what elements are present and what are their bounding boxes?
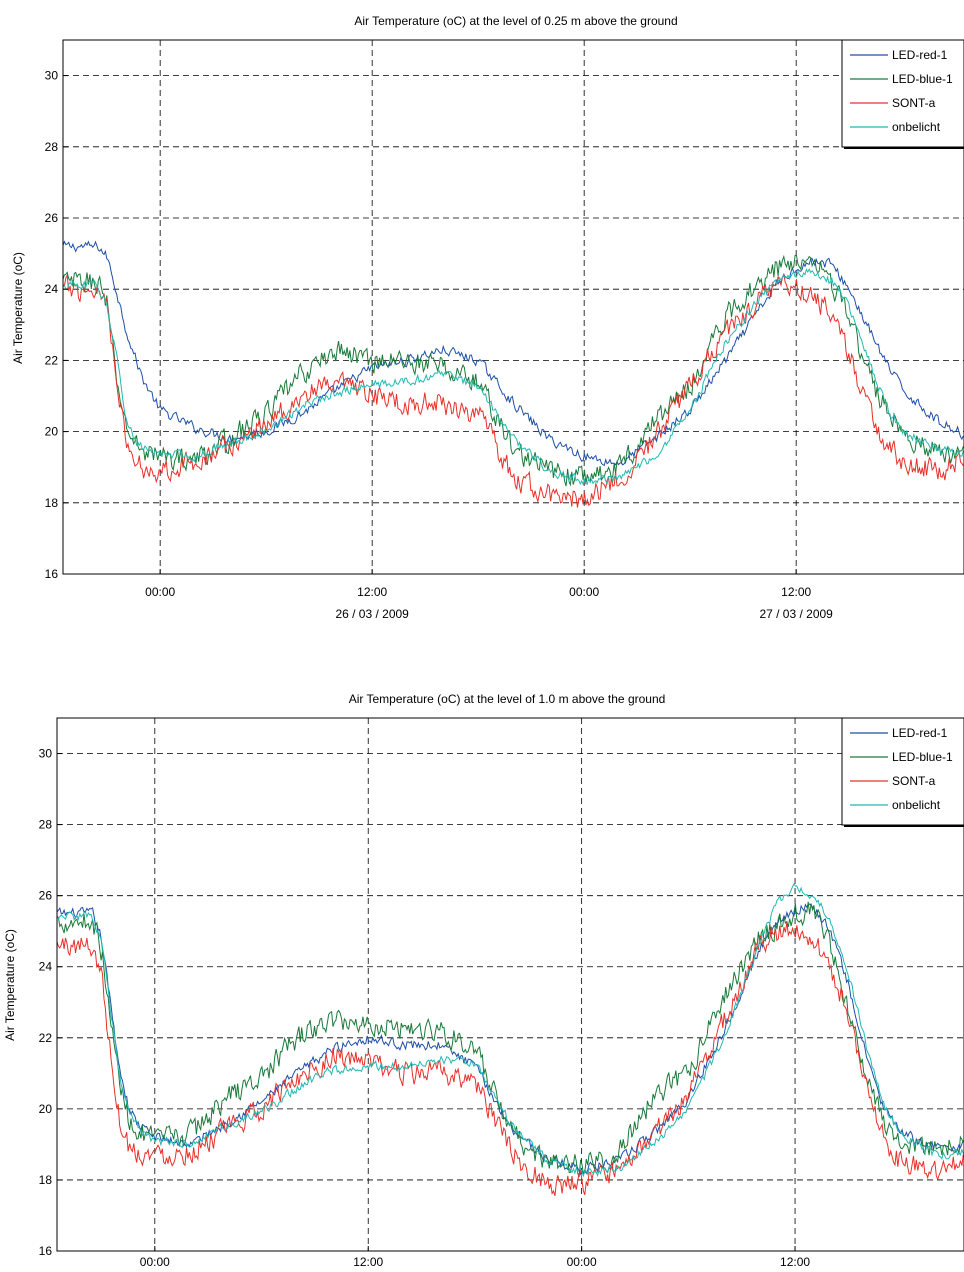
y-tick-label: 22: [45, 353, 59, 367]
series-line-onbelicht: [57, 883, 964, 1178]
plot-frame: [62, 39, 964, 575]
legend-box: [841, 39, 964, 148]
x-tick-label: 12:00: [353, 1255, 383, 1269]
x-tick-label: 00:00: [140, 1255, 170, 1269]
x-tick-label: 00:00: [569, 585, 599, 599]
legend-entry: SONT-a: [892, 96, 936, 110]
x-date-label: 26 / 03 / 2009: [335, 607, 409, 621]
series-line-led-blue-1: [63, 254, 964, 487]
legend-entry: onbelicht: [892, 120, 941, 134]
chart-top-temperature-025m: Air Temperature (oC) at the level of 0.2…: [11, 14, 964, 621]
legend: LED-red-1 LED-blue-1 SONT-a onbelicht: [841, 39, 964, 149]
legend: LED-red-1 LED-blue-1 SONT-a onbelicht: [841, 717, 964, 827]
legend-entry: SONT-a: [892, 774, 936, 788]
x-tick-label: 12:00: [780, 1255, 810, 1269]
legend-entry: LED-blue-1: [892, 750, 953, 764]
y-tick-label: 16: [39, 1244, 53, 1258]
y-tick-label: 28: [39, 818, 53, 832]
y-tick-label: 18: [45, 496, 59, 510]
y-tick-label: 28: [45, 140, 59, 154]
y-tick-label: 24: [45, 282, 59, 296]
series-line-led-blue-1: [57, 901, 964, 1178]
series-line-sont-a: [57, 922, 964, 1196]
series-group: [63, 240, 964, 508]
x-tick-label: 00:00: [567, 1255, 597, 1269]
y-axis-label: Air Temperature (oC): [3, 929, 17, 1041]
y-tick-label: 26: [45, 211, 59, 225]
x-tick-label: 12:00: [357, 585, 387, 599]
series-group: [57, 883, 964, 1196]
y-tick-label: 24: [39, 960, 53, 974]
x-tick-label: 12:00: [781, 585, 811, 599]
legend-entry: onbelicht: [892, 798, 941, 812]
y-tick-label: 20: [39, 1102, 53, 1116]
y-tick-label: 18: [39, 1173, 53, 1187]
x-tick-label: 00:00: [145, 585, 175, 599]
chart-bottom-temperature-1m: Air Temperature (oC) at the level of 1.0…: [3, 692, 964, 1269]
y-tick-label: 30: [45, 69, 59, 83]
y-tick-label: 16: [45, 567, 59, 581]
legend-entry: LED-red-1: [892, 48, 948, 62]
series-line-led-red-1: [63, 240, 964, 467]
y-tick-label: 22: [39, 1031, 53, 1045]
series-line-led-red-1: [57, 903, 964, 1176]
chart-title: Air Temperature (oC) at the level of 1.0…: [349, 692, 666, 706]
y-tick-label: 26: [39, 889, 53, 903]
grid: [63, 40, 964, 574]
y-tick-label: 20: [45, 425, 59, 439]
legend-entry: LED-red-1: [892, 726, 948, 740]
grid: [57, 718, 964, 1251]
x-date-label: 27 / 03 / 2009: [759, 607, 833, 621]
legend-box: [841, 717, 964, 826]
y-tick-label: 30: [39, 747, 53, 761]
series-line-onbelicht: [63, 268, 964, 486]
plot-frame: [56, 717, 964, 1252]
chart-title: Air Temperature (oC) at the level of 0.2…: [354, 14, 677, 28]
series-line-sont-a: [63, 272, 964, 508]
y-axis-label: Air Temperature (oC): [11, 252, 25, 364]
legend-entry: LED-blue-1: [892, 72, 953, 86]
